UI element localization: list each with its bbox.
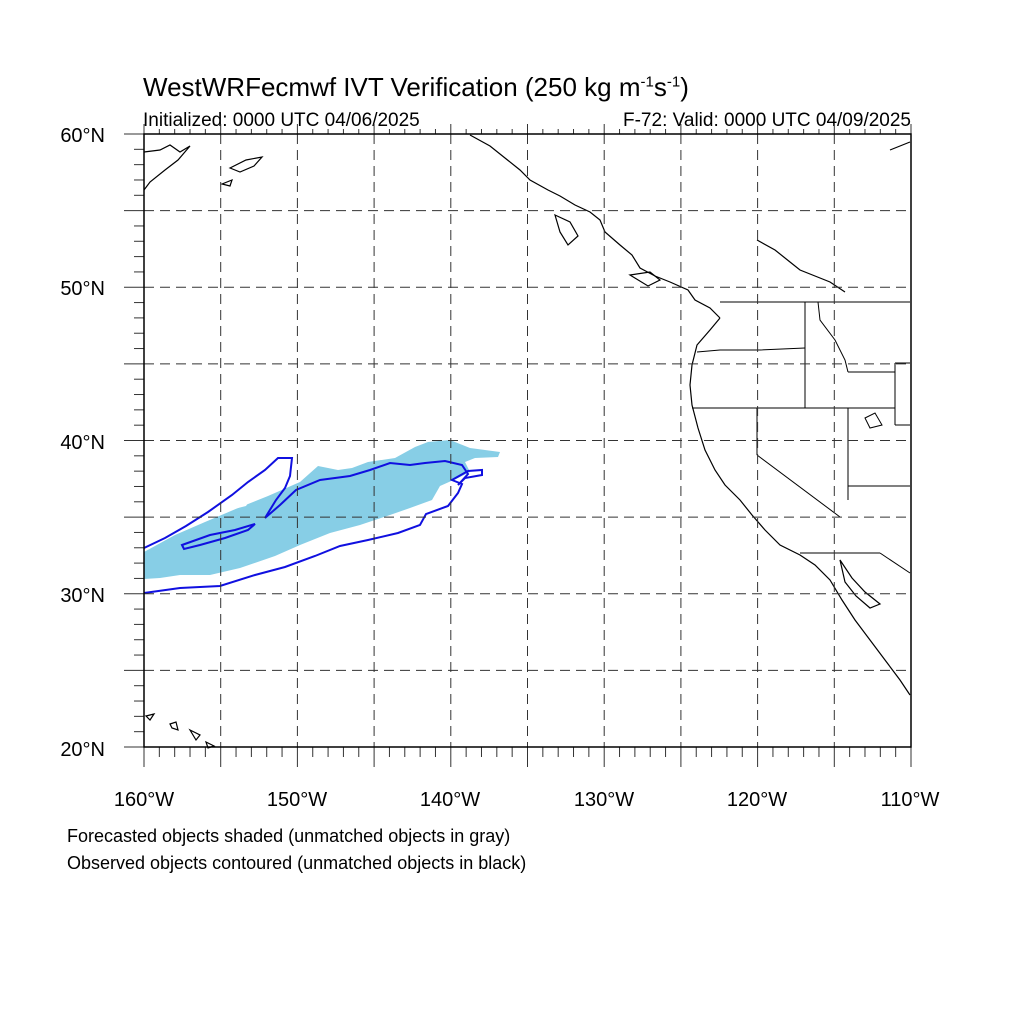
lon-label-110w: 110°W [881,789,940,811]
forecast-object-gap [220,497,252,510]
axis-ticks [124,124,912,767]
observed-object-main [143,457,483,594]
lat-label-50: 50°N [60,278,105,300]
observed-note: Observed objects contoured (unmatched ob… [67,853,527,873]
forecast-note: Forecasted objects shaded (unmatched obj… [67,826,511,846]
lon-label-150w: 150°W [267,789,327,811]
lon-label-120w: 120°W [727,789,787,811]
lon-label-160w: 160°W [114,789,174,811]
state-borders [692,301,911,574]
lon-label-130w: 130°W [574,789,634,811]
lat-label-40: 40°N [60,432,105,454]
forecast-object-shaded [144,440,500,579]
lat-label-60: 60°N [60,125,105,147]
valid-time: F-72: Valid: 0000 UTC 04/09/2025 [623,110,911,131]
map-title: WestWRFecmwf IVT Verification (250 kg m-… [143,72,689,102]
lat-label-20: 20°N [60,739,105,761]
map-frame [143,133,912,748]
observed-object-inner [180,523,256,551]
lat-label-30: 30°N [60,585,105,607]
lon-label-140w: 140°W [420,789,480,811]
grid-lines [144,134,911,747]
initialized-time: Initialized: 0000 UTC 04/06/2025 [143,110,420,131]
coastlines [143,134,911,749]
